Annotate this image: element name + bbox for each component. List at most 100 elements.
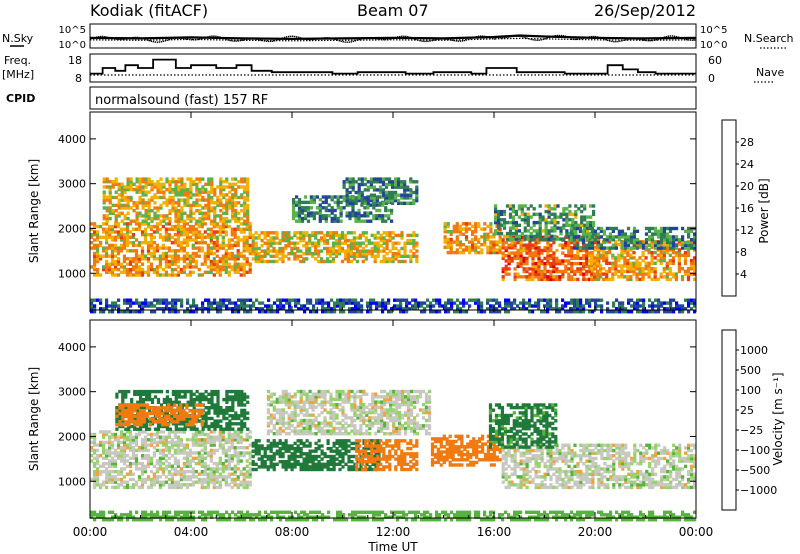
noise-panel: 10^5 10^0 10^5 10^0 [59,23,727,51]
scatter-cell [200,469,204,474]
scatter-cell [134,270,139,274]
scatter-cell [105,270,109,274]
noise-sample [475,36,478,38]
scatter-cell [630,298,634,302]
scatter-cell [179,233,183,237]
scatter-cell [182,464,186,468]
scatter-cell [170,249,174,253]
scatter-cell [523,234,527,239]
scatter-cell [446,240,450,244]
scatter-cell [245,235,249,239]
scatter-cell [352,246,356,251]
scatter-cell [221,259,225,264]
scatter-cell [167,472,171,476]
scatter-cell [446,222,450,226]
scatter-cell [394,198,398,203]
scatter-cell [314,252,318,256]
freq-right-tick-top: 60 [708,54,722,67]
scatter-cell [358,233,362,238]
scatter-cell [574,209,578,214]
scatter-cell [206,475,210,479]
scatter-cell [337,249,342,253]
scatter-cell [255,307,259,311]
scatter-cell [288,298,292,302]
scatter-cell [681,310,685,314]
scatter-cell [387,310,391,314]
scatter-cell [372,214,376,218]
scatter-cell [231,177,235,181]
scatter-cell [354,219,358,223]
scatter-cell [147,209,151,213]
scatter-cell [605,246,609,250]
scatter-cell [180,185,184,189]
scatter-cell [629,235,634,239]
scatter-cell [180,304,184,308]
scatter-cell [209,227,213,231]
scatter-cell [540,251,544,255]
scatter-cell [210,307,214,311]
scatter-cell [207,310,211,314]
scatter-cell [152,230,156,234]
scatter-cell [134,467,139,471]
scatter-cell [558,275,562,279]
scatter-cell [367,241,371,245]
scatter-cell [568,204,572,208]
scatter-cell [552,256,556,261]
scatter-cell [576,304,580,308]
scatter-cell [281,246,285,251]
scatter-cell [123,198,127,202]
scatter-cell [114,219,118,223]
scatter-cell [519,301,523,305]
scatter-cell [242,270,246,274]
noise-sample [595,36,597,38]
scatter-cell [605,272,609,276]
scatter-cell [623,261,627,265]
scatter-cell [363,219,367,223]
noise-sample [235,40,237,42]
scatter-cell [155,222,159,226]
scatter-cell [114,195,118,200]
scatter-cell [113,438,118,442]
scatter-cell [108,195,112,200]
scatter-cell [227,483,231,487]
scatter-cell [260,259,264,264]
scatter-cell [185,238,189,242]
scatter-cell [219,216,223,221]
scatter-cell [528,246,532,250]
scatter-cell [525,301,529,305]
noise-sample [203,37,205,39]
scatter-cell [176,446,180,450]
noise-sample [568,36,571,38]
scatter-cell [340,259,345,264]
scatter-cell [200,443,204,447]
scatter-cell [204,298,208,302]
scatter-cell [204,203,208,208]
scatter-cell [358,252,362,256]
scatter-cell [605,240,609,244]
scatter-cell [302,252,306,256]
scatter-cell [102,483,106,487]
scatter-cell [306,206,311,210]
scatter-cell [579,301,583,305]
noise-sample [156,41,159,43]
scatter-cell [449,245,453,249]
scatter-cell [669,301,673,305]
scatter-cell [126,177,130,181]
scatter-cell [432,304,436,308]
scatter-cell [412,246,416,251]
scatter-cell [99,430,103,434]
scatter-cell [122,233,127,237]
scatter-cell [348,198,352,202]
scatter-cell [384,307,388,311]
scatter-cell [296,246,300,251]
scatter-cell [351,208,355,213]
noise-sample [283,36,286,39]
scatter-cell [167,259,171,264]
scatter-cell [402,298,406,302]
scatter-cell [630,304,634,308]
scatter-cell [608,277,612,282]
scatter-cell [581,246,585,250]
scatter-cell [360,307,364,311]
scatter-cell [183,198,187,202]
